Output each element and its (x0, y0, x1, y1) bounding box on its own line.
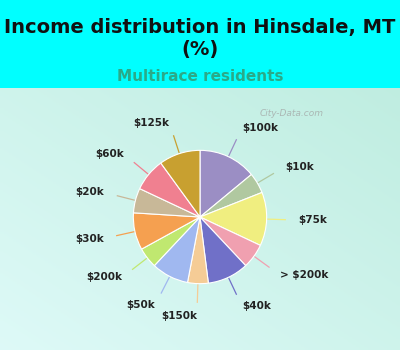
Wedge shape (161, 150, 200, 217)
Text: $75k: $75k (299, 215, 328, 225)
Text: $125k: $125k (134, 118, 170, 128)
Wedge shape (200, 175, 262, 217)
Text: $20k: $20k (76, 188, 104, 197)
Wedge shape (134, 189, 200, 217)
Text: $10k: $10k (285, 162, 314, 172)
Text: $60k: $60k (95, 149, 124, 159)
Text: Income distribution in Hinsdale, MT
(%): Income distribution in Hinsdale, MT (%) (4, 18, 396, 59)
Text: $100k: $100k (242, 123, 278, 133)
Wedge shape (142, 217, 200, 266)
Text: $50k: $50k (126, 300, 155, 310)
Text: $40k: $40k (242, 301, 271, 311)
Wedge shape (200, 217, 246, 283)
Wedge shape (140, 163, 200, 217)
Wedge shape (200, 150, 251, 217)
Text: > $200k: > $200k (280, 270, 328, 280)
Text: City-Data.com: City-Data.com (260, 109, 324, 118)
Wedge shape (133, 213, 200, 249)
Wedge shape (188, 217, 208, 284)
Wedge shape (200, 193, 267, 245)
Wedge shape (154, 217, 200, 282)
Text: Multirace residents: Multirace residents (117, 69, 283, 84)
Text: $150k: $150k (161, 310, 197, 321)
Text: $200k: $200k (86, 272, 122, 282)
Wedge shape (200, 217, 260, 266)
Text: $30k: $30k (75, 233, 104, 244)
